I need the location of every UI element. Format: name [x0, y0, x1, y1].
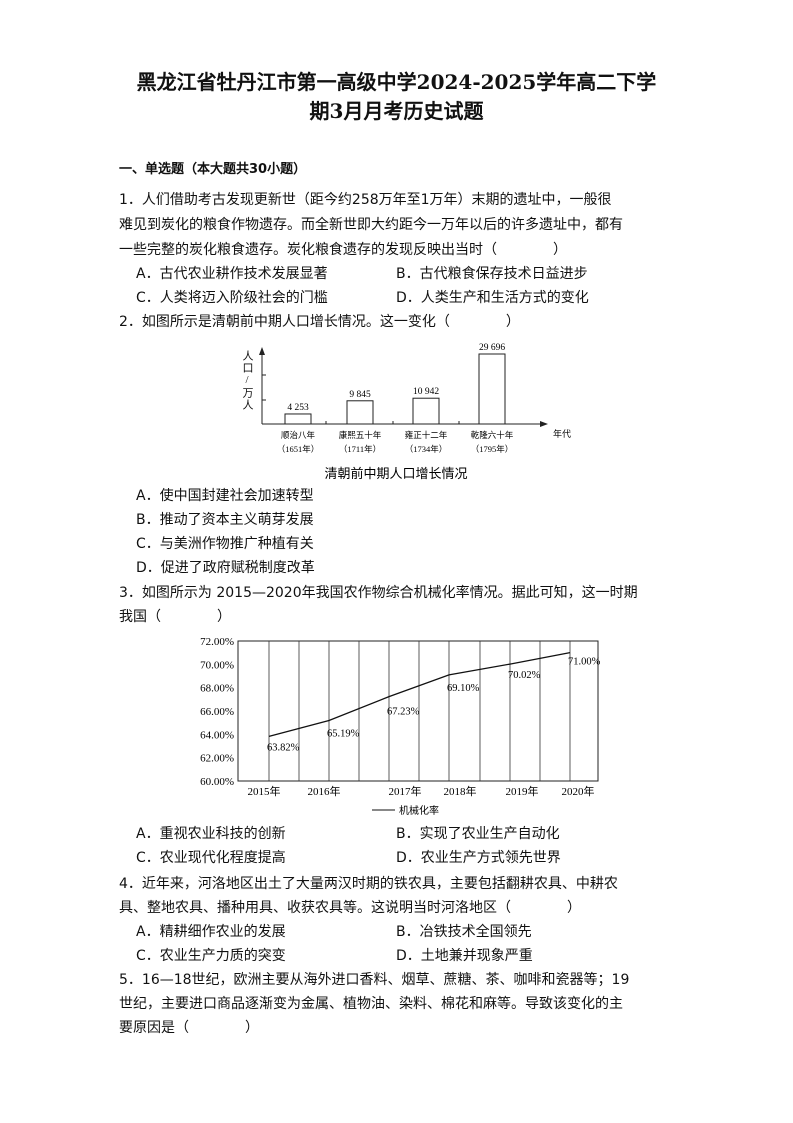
q1-option-a: A．古代农业耕作技术发展显著 — [136, 266, 328, 282]
bar — [346, 400, 374, 425]
q3-option-d: D．农业生产方式领先世界 — [396, 850, 561, 866]
x-axis-label: 年代 — [553, 428, 571, 439]
y-tick-label: 70.00% — [200, 659, 234, 671]
x-tick-label: 2016年 — [308, 784, 341, 798]
bar — [284, 413, 312, 425]
x-tick-label: 2019年 — [506, 784, 539, 798]
data-label: 69.10% — [447, 683, 480, 694]
legend-label: 机械化率 — [399, 804, 439, 817]
x-tick-label: （1795年） — [471, 444, 514, 454]
y-tick-label: 64.00% — [200, 729, 234, 741]
y-axis-arrow — [259, 347, 265, 355]
x-tick-label: （1651年） — [277, 444, 320, 454]
series-line-mechanization — [268, 652, 571, 738]
q3-option-c: C．农业现代化程度提高 — [136, 850, 286, 866]
bar-value-label: 9 845 — [349, 390, 371, 400]
y-tick-label: 60.00% — [200, 776, 234, 788]
y-axis-label: 人口/万人 — [241, 350, 253, 411]
q4-option-a: A．精耕细作农业的发展 — [136, 924, 286, 940]
q2-option-b: B．推动了资本主义萌芽发展 — [136, 512, 314, 528]
q3-option-b: B．实现了农业生产自动化 — [396, 826, 560, 842]
q2-line: 2．如图所示是清朝前中期人口增长情况。这一变化（ ） — [119, 314, 520, 330]
q3-line: 我国（ ） — [119, 609, 231, 625]
q2-option-a: A．使中国封建社会加速转型 — [136, 488, 314, 504]
x-tick-label: 2017年 — [389, 784, 422, 798]
x-tick-label: 2015年 — [248, 784, 281, 798]
bar — [412, 397, 440, 425]
x-tick-label: 2018年 — [444, 784, 477, 798]
bar-value-label: 10 942 — [413, 387, 439, 397]
q1-line: 一些完整的炭化粮食遗存。炭化粮食遗存的发现反映出当时（ ） — [119, 242, 567, 258]
x-tick-label: 2020年 — [562, 784, 595, 798]
q1-option-c: C．人类将迈入阶级社会的门槛 — [136, 290, 328, 306]
y-tick-label: 68.00% — [200, 683, 234, 695]
data-label: 71.00% — [568, 657, 601, 668]
data-label: 65.19% — [327, 728, 360, 739]
bar — [478, 353, 506, 425]
q2-option-c: C．与美洲作物推广种植有关 — [136, 536, 314, 552]
x-tick-label: （1711年） — [339, 444, 381, 454]
data-label: 70.02% — [508, 670, 541, 681]
q3-option-a: A．重视农业科技的创新 — [136, 826, 286, 842]
x-tick-label: 乾隆六十年 — [471, 430, 514, 440]
q4-option-c: C．农业生产力质的突变 — [136, 948, 286, 964]
x-tick-label: （1734年） — [405, 444, 448, 454]
plot-area — [237, 640, 599, 782]
q4-option-b: B．冶铁技术全国领先 — [396, 924, 532, 940]
q4-option-d: D．土地兼并现象严重 — [396, 948, 533, 964]
bar-value-label: 4 253 — [287, 403, 309, 413]
q1-line: 难见到炭化的粮食作物遗存。而全新世即大约距今一万年以后的许多遗址中，都有 — [119, 217, 623, 233]
data-label: 67.23% — [387, 707, 420, 718]
q1-option-b: B．古代粮食保存技术日益进步 — [396, 266, 588, 282]
chart-caption: 清朝前中期人口增长情况 — [324, 466, 467, 481]
title-line-1: 黑龙江省牡丹江市第一高级中学2024-2025学年高二下学 — [136, 70, 657, 94]
q3-line: 3．如图所示为 2015—2020年我国农作物综合机械化率情况。据此可知，这一时… — [119, 585, 638, 601]
q2-option-d: D．促进了政府赋税制度改革 — [136, 560, 315, 576]
data-label: 63.82% — [267, 742, 300, 753]
q1-line: 1．人们借助考古发现更新世（距今约258万年至1万年）末期的遗址中，一般很 — [119, 192, 612, 208]
y-tick-label: 66.00% — [200, 706, 234, 718]
q1-option-d: D．人类生产和生活方式的变化 — [396, 290, 589, 306]
x-axis-arrow — [540, 421, 548, 427]
section-heading: 一、单选题（本大题共30小题） — [119, 162, 307, 177]
x-tick-label: 顺治八年 — [281, 430, 316, 440]
y-tick-label: 72.00% — [200, 636, 234, 648]
q5-line: 5．16—18世纪，欧洲主要从海外进口香料、烟草、蔗糖、茶、咖啡和瓷器等；19 — [119, 972, 630, 988]
bar-value-label: 29 696 — [479, 343, 505, 353]
mechanization-line-chart: 60.00% 62.00% 64.00% 66.00% 68.00% 70.00% 72.0… — [200, 636, 601, 817]
q4-line: 具、整地农具、播种用具、收获农具等。这说明当时河洛地区（ ） — [119, 900, 581, 916]
q4-line: 4．近年来，河洛地区出土了大量两汉时期的铁农具，主要包括翻耕农具、中耕农 — [119, 876, 618, 892]
population-bar-chart: 年代 4 253 顺治八年 （1651年） 9 845 康熙五十年 （1711年） 10 94… — [259, 343, 571, 481]
x-tick-label: 雍正十二年 — [405, 430, 448, 440]
x-tick-label: 康熙五十年 — [339, 430, 382, 440]
q5-line: 世纪，主要进口商品逐渐变为金属、植物油、染料、棉花和麻等。导致该变化的主 — [119, 996, 623, 1012]
y-tick-label: 62.00% — [200, 753, 234, 765]
q5-line: 要原因是（ ） — [119, 1020, 259, 1036]
title-line-2: 期3月月考历史试题 — [309, 99, 484, 123]
